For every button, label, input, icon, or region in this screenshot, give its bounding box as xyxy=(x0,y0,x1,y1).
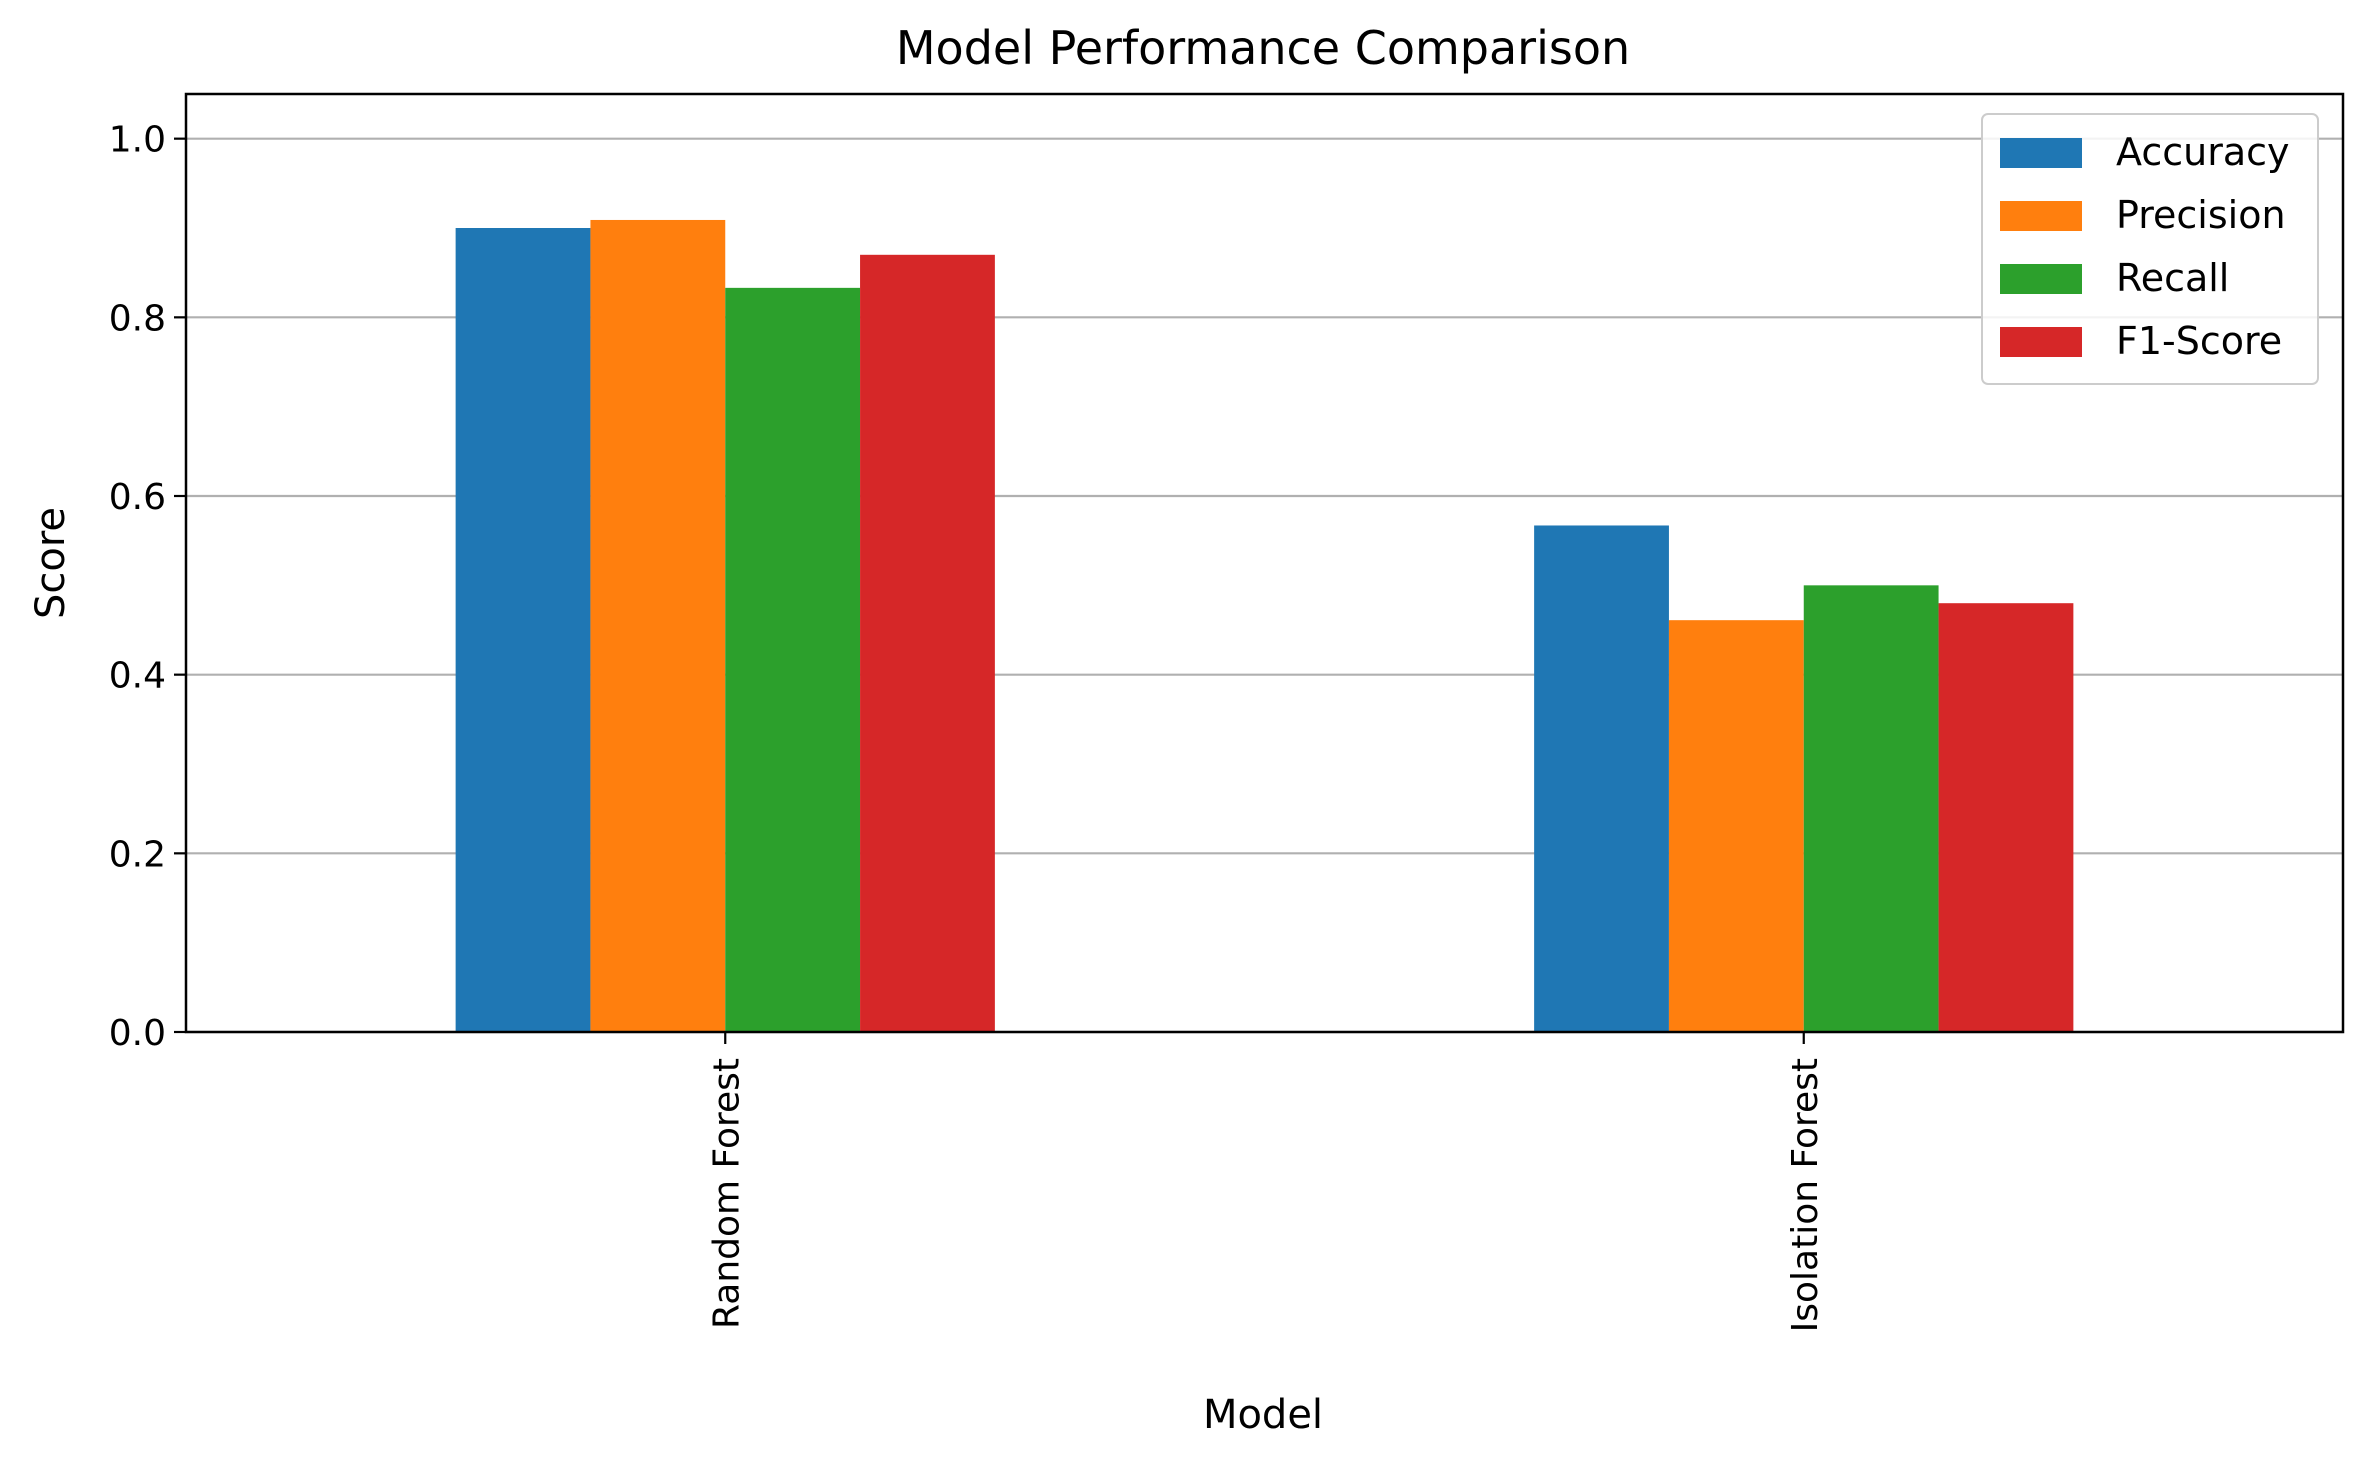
legend-label: Precision xyxy=(2116,193,2286,237)
x-tick-label: Isolation Forest xyxy=(1785,1058,1826,1332)
legend-item: Precision xyxy=(2000,193,2286,237)
legend-label: Recall xyxy=(2116,256,2229,300)
legend-item: F1-Score xyxy=(2000,319,2282,363)
y-tick-label: 0.8 xyxy=(109,298,166,339)
bar-f1-score xyxy=(860,254,995,1033)
bar-accuracy xyxy=(455,228,591,1032)
bar-f1-score xyxy=(1938,603,2074,1032)
legend: Accuracy Precision Recall F1-Score xyxy=(1981,113,2319,385)
legend-item: Recall xyxy=(2000,256,2229,300)
y-tick-label: 1.0 xyxy=(109,120,166,161)
legend-label: Accuracy xyxy=(2116,130,2290,174)
y-tick-label: 0.0 xyxy=(109,1013,166,1054)
bar-recall xyxy=(725,287,861,1032)
legend-swatch xyxy=(2000,327,2082,357)
y-axis-label: Score xyxy=(28,507,74,619)
y-tick-label: 0.2 xyxy=(109,834,166,875)
bar-precision xyxy=(590,219,726,1032)
legend-frame xyxy=(1981,113,2319,385)
legend-label: F1-Score xyxy=(2116,319,2282,363)
x-tick-label: Random Forest xyxy=(706,1058,747,1329)
x-axis-label: Model xyxy=(1203,1392,1323,1438)
bar-group xyxy=(455,219,995,1033)
legend-item: Accuracy xyxy=(2000,130,2290,174)
y-axis-ticks: 0.0 0.2 0.4 0.6 0.8 1.0 xyxy=(109,120,186,1054)
bar-precision xyxy=(1668,620,1804,1032)
legend-swatch xyxy=(2000,201,2082,231)
bar-accuracy xyxy=(1534,525,1669,1032)
bar-group xyxy=(1534,525,2074,1032)
legend-swatch xyxy=(2000,138,2082,168)
chart-title: Model Performance Comparison xyxy=(896,21,1630,75)
y-tick-label: 0.6 xyxy=(109,477,166,518)
bar-recall xyxy=(1803,585,1939,1032)
x-axis-ticks: Random Forest Isolation Forest xyxy=(706,1032,1826,1332)
y-tick-label: 0.4 xyxy=(109,656,166,697)
plot-area-frame xyxy=(184,92,2345,1034)
legend-swatch xyxy=(2000,264,2082,294)
bar-groups xyxy=(455,219,2074,1033)
